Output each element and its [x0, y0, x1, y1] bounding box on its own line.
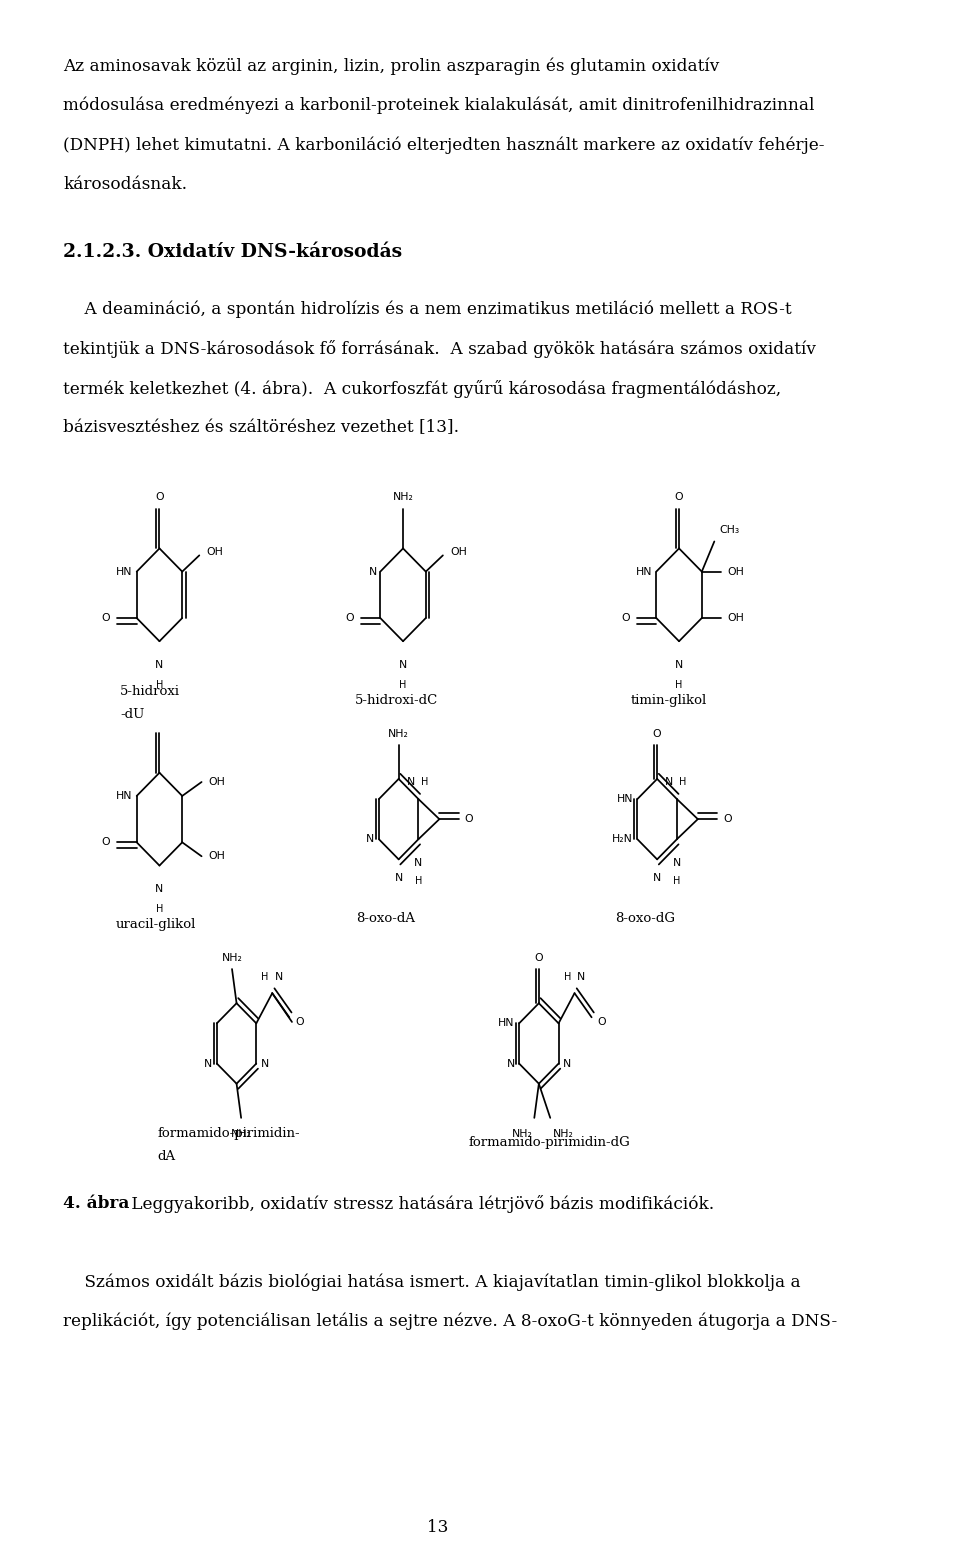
Text: -dU: -dU	[120, 707, 144, 721]
Text: A deamináció, a spontán hidrolízis és a nem enzimatikus metiláció mellett a ROS-: A deamináció, a spontán hidrolízis és a …	[63, 300, 792, 319]
Text: NH₂: NH₂	[388, 729, 409, 739]
Text: O: O	[102, 837, 110, 848]
Text: N: N	[577, 973, 586, 982]
Text: Számos oxidált bázis biológiai hatása ismert. A kiajavítatlan timin-glikol blokk: Számos oxidált bázis biológiai hatása is…	[63, 1273, 801, 1290]
Text: timin-glikol: timin-glikol	[631, 693, 708, 707]
Text: OH: OH	[206, 548, 223, 557]
Text: N: N	[653, 873, 661, 883]
Text: O: O	[598, 1016, 607, 1027]
Text: O: O	[535, 953, 543, 964]
Text: CH₃: CH₃	[720, 526, 740, 535]
Text: tekintjük a DNS-károsodások fő forrásának.  A szabad gyökök hatására számos oxid: tekintjük a DNS-károsodások fő forrásána…	[63, 340, 816, 359]
Text: OH: OH	[208, 851, 226, 862]
Text: H: H	[680, 777, 686, 786]
Text: OH: OH	[728, 613, 744, 623]
Text: NH₂: NH₂	[230, 1129, 252, 1139]
Text: N: N	[673, 857, 681, 868]
Text: O: O	[102, 613, 110, 623]
Text: NH₂: NH₂	[393, 492, 414, 501]
Text: H: H	[156, 903, 163, 914]
Text: N: N	[261, 1058, 269, 1069]
Text: O: O	[723, 814, 732, 825]
Text: N: N	[675, 659, 684, 670]
Text: O: O	[675, 492, 684, 501]
Text: N: N	[395, 873, 403, 883]
Text: N: N	[275, 973, 283, 982]
Text: 5-hidroxi: 5-hidroxi	[120, 684, 180, 698]
Text: HN: HN	[116, 566, 132, 577]
Text: O: O	[296, 1016, 304, 1027]
Text: HN: HN	[116, 791, 132, 801]
Text: 13: 13	[427, 1519, 448, 1536]
Text: N: N	[407, 777, 415, 786]
Text: Az aminosavak közül az arginin, lizin, prolin aszparagin és glutamin oxidatív: Az aminosavak közül az arginin, lizin, p…	[63, 57, 719, 74]
Text: OH: OH	[450, 548, 467, 557]
Text: N: N	[415, 857, 422, 868]
Text: O: O	[465, 814, 473, 825]
Text: H: H	[415, 876, 422, 886]
Text: O: O	[653, 729, 661, 739]
Text: 8-oxo-dG: 8-oxo-dG	[615, 911, 675, 925]
Text: H: H	[399, 679, 407, 690]
Text: termék keletkezhet (4. ábra).  A cukorfoszfát gyűrű károsodása fragmentálódáshoz: termék keletkezhet (4. ábra). A cukorfos…	[63, 379, 781, 398]
Text: N: N	[204, 1058, 212, 1069]
Text: N: N	[507, 1058, 515, 1069]
Text: N: N	[156, 659, 163, 670]
Text: H₂N: H₂N	[612, 834, 633, 845]
Text: H: H	[156, 679, 163, 690]
Text: HN: HN	[636, 566, 652, 577]
Text: O: O	[156, 492, 164, 501]
Text: H: H	[421, 777, 428, 786]
Text: N: N	[563, 1058, 571, 1069]
Text: N: N	[156, 883, 163, 894]
Text: H: H	[675, 679, 683, 690]
Text: OH: OH	[208, 777, 226, 787]
Text: (DNPH) lehet kimutatni. A karboniláció elterjedten használt markere az oxidatív : (DNPH) lehet kimutatni. A karboniláció e…	[63, 136, 825, 153]
Text: O: O	[621, 613, 630, 623]
Text: OH: OH	[728, 566, 744, 577]
Text: NH₂: NH₂	[222, 953, 243, 964]
Text: Leggyakoribb, oxidatív stressz hatására létrjövő bázis modifikációk.: Leggyakoribb, oxidatív stressz hatására …	[126, 1194, 714, 1213]
Text: NH₂: NH₂	[553, 1129, 574, 1139]
Text: NH₂: NH₂	[512, 1129, 533, 1139]
Text: O: O	[346, 613, 354, 623]
Text: N: N	[367, 834, 374, 845]
Text: H: H	[673, 876, 681, 886]
Text: formamido-pirimidin-dG: formamido-pirimidin-dG	[468, 1135, 631, 1149]
Text: H: H	[261, 973, 269, 982]
Text: 4. ábra: 4. ábra	[63, 1194, 130, 1211]
Text: károsodásnak.: károsodásnak.	[63, 175, 187, 192]
Text: uracil-glikol: uracil-glikol	[115, 917, 196, 931]
Text: H: H	[564, 973, 571, 982]
Text: 2.1.2.3. Oxidatív DNS-károsodás: 2.1.2.3. Oxidatív DNS-károsodás	[63, 243, 402, 261]
Text: 8-oxo-dA: 8-oxo-dA	[356, 911, 416, 925]
Text: replikációt, így potenciálisan letális a sejtre nézve. A 8-oxoG-t könnyeden átug: replikációt, így potenciálisan letális a…	[63, 1312, 837, 1330]
Text: dA: dA	[157, 1149, 176, 1163]
Text: HN: HN	[616, 794, 633, 804]
Text: HN: HN	[498, 1018, 515, 1029]
Text: N: N	[369, 566, 376, 577]
Text: módosulása eredményezi a karbonil-proteinek kialakulását, amit dinitrofenilhidra: módosulása eredményezi a karbonil-protei…	[63, 96, 814, 114]
Text: N: N	[665, 777, 673, 786]
Text: formamido-pirimidin-: formamido-pirimidin-	[157, 1126, 300, 1140]
Text: 5-hidroxi-dC: 5-hidroxi-dC	[355, 693, 438, 707]
Text: N: N	[399, 659, 407, 670]
Text: bázisvesztéshez és száltöréshez vezethet [13].: bázisvesztéshez és száltöréshez vezethet…	[63, 419, 459, 436]
